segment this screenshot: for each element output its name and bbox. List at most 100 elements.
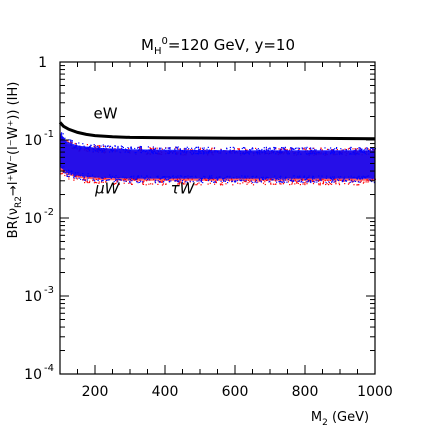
scatter-point <box>285 177 287 179</box>
scatter-point <box>222 184 224 186</box>
scatter-point <box>364 151 366 153</box>
scatter-point <box>137 182 139 184</box>
scatter-point <box>292 180 294 183</box>
scatter-point <box>217 178 219 180</box>
scatter-point <box>355 180 357 182</box>
scatter-point <box>168 151 170 153</box>
scatter-point <box>98 148 100 151</box>
scatter-point <box>260 181 262 183</box>
scatter-point <box>315 149 317 151</box>
scatter-point <box>122 148 124 151</box>
scatter-point <box>306 153 308 155</box>
scatter-point <box>297 180 299 182</box>
scatter-point <box>224 177 226 179</box>
scatter-point <box>345 180 347 182</box>
scatter-point <box>104 145 106 147</box>
scatter-point <box>304 151 306 153</box>
scatter-point <box>202 182 204 184</box>
scatter-point <box>86 180 88 183</box>
scatter-point <box>199 151 201 153</box>
scatter-point <box>181 180 184 182</box>
scatter-point <box>80 147 82 149</box>
scatter-point <box>131 148 133 150</box>
band-area <box>60 132 375 179</box>
scatter-point <box>205 152 207 154</box>
scatter-point <box>363 151 365 154</box>
scatter-point <box>257 148 259 150</box>
scatter-point <box>208 176 210 179</box>
scatter-point <box>292 179 294 181</box>
scatter-point <box>360 151 362 153</box>
scatter-point <box>362 175 364 177</box>
scatter-point <box>312 183 315 185</box>
scatter-point <box>204 176 206 178</box>
scatter-point <box>212 178 214 180</box>
scatter-point <box>348 178 350 181</box>
scatter-point <box>229 146 231 149</box>
scatter-point <box>364 148 366 150</box>
scatter-point <box>211 148 213 150</box>
scatter-point <box>100 177 102 179</box>
scatter-point <box>142 150 144 152</box>
scatter-point <box>167 176 169 178</box>
scatter-point <box>194 184 196 186</box>
scatter-point <box>322 181 325 183</box>
scatter-point <box>301 148 304 150</box>
scatter-point <box>88 146 90 148</box>
scatter-point <box>273 149 275 151</box>
scatter-point <box>110 176 112 178</box>
scatter-point <box>189 180 191 182</box>
scatter-point <box>334 180 336 182</box>
scatter-point <box>182 182 184 184</box>
scatter-point <box>207 152 209 154</box>
scatter-point <box>242 147 245 149</box>
scatter-point <box>98 148 100 150</box>
scatter-point <box>265 148 267 150</box>
scatter-point <box>331 149 333 151</box>
scatter-point <box>172 178 174 180</box>
scatter-point <box>102 145 105 147</box>
x-tick-label: 200 <box>82 384 109 400</box>
scatter-point <box>283 181 286 183</box>
scatter-point <box>260 180 262 182</box>
scatter-point <box>258 178 261 180</box>
scatter-point <box>116 181 118 183</box>
scatter-point <box>246 151 248 153</box>
scatter-point <box>210 151 212 153</box>
scatter-point <box>123 180 125 182</box>
scatter-point <box>224 180 226 182</box>
scatter-point <box>284 146 286 148</box>
scatter-point <box>166 179 168 181</box>
scatter-point <box>220 149 222 151</box>
scatter-point <box>238 148 240 150</box>
scatter-point <box>73 175 75 177</box>
scatter-point <box>144 151 146 153</box>
scatter-point <box>331 181 333 183</box>
scatter-point <box>302 183 304 185</box>
scatter-point <box>121 148 123 150</box>
scatter-point <box>322 183 324 185</box>
scatter-point <box>100 149 102 151</box>
scatter-point <box>130 182 132 184</box>
scatter-point <box>198 180 200 182</box>
scatter-point <box>241 180 243 182</box>
scatter-point <box>324 180 326 182</box>
scatter-point <box>122 176 124 178</box>
scatter-point <box>253 152 255 154</box>
scatter-point <box>305 179 307 181</box>
scatter-point <box>361 178 363 180</box>
scatter-point <box>62 133 64 135</box>
scatter-point <box>84 179 86 181</box>
scatter-point <box>352 177 354 179</box>
scatter-point <box>155 152 157 154</box>
scatter-point <box>92 178 94 180</box>
scatter-point <box>356 148 359 150</box>
scatter-point <box>300 153 302 155</box>
scatter-point <box>73 179 75 181</box>
scatter-point <box>359 178 361 180</box>
scatter-point <box>70 139 72 141</box>
scatter-point <box>303 148 305 150</box>
scatter-point <box>303 175 305 177</box>
scatter-point <box>305 149 307 151</box>
scatter-point <box>353 150 355 152</box>
